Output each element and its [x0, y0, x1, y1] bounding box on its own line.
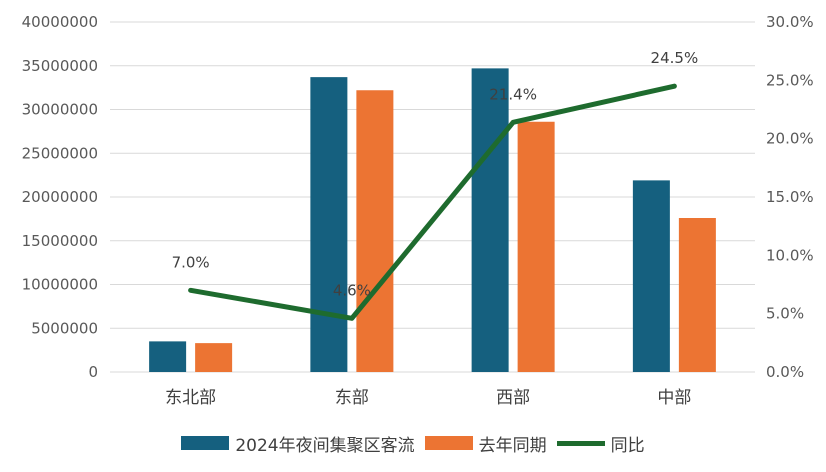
- legend-label-series2: 去年同期: [478, 435, 547, 456]
- bar-series1: [310, 77, 348, 372]
- combo-chart: 0 5000000 10000000 15000000 20000000 25000000…: [22, 13, 814, 408]
- bar-series1: [471, 68, 509, 372]
- left-tick-label: 20000000: [22, 188, 98, 206]
- yoy-data-label: 4.6%: [333, 281, 371, 299]
- category-label: 西部: [496, 388, 530, 408]
- right-tick-label: 30.0%: [766, 13, 814, 31]
- yoy-line: [188, 83, 677, 321]
- legend-swatch-series1: [181, 436, 230, 450]
- left-tick-label: 35000000: [22, 57, 98, 75]
- yoy-series-line: [188, 83, 677, 321]
- right-tick-label: 25.0%: [766, 71, 814, 89]
- yoy-data-label: 7.0%: [172, 253, 210, 271]
- bars: [149, 68, 716, 372]
- legend: 2024年夜间集聚区客流 去年同期 同比: [0, 428, 826, 458]
- category-label: 中部: [657, 388, 691, 408]
- legend-label-line: 同比: [610, 435, 645, 456]
- left-tick-label: 40000000: [22, 13, 98, 31]
- legend-label-series1: 2024年夜间集聚区客流: [235, 435, 415, 456]
- category-label: 东北部: [165, 388, 216, 408]
- left-tick-label: 15000000: [22, 232, 98, 250]
- right-tick-label: 15.0%: [766, 188, 814, 206]
- left-tick-label: 25000000: [22, 144, 98, 162]
- left-tick-label: 5000000: [31, 319, 98, 337]
- category-labels: 东北部 东部 西部 中部: [165, 388, 691, 408]
- bar-series1: [149, 341, 187, 372]
- bar-series2: [678, 218, 716, 372]
- bar-series1: [632, 180, 670, 372]
- left-axis-ticks: 0 5000000 10000000 15000000 20000000 25000000…: [22, 13, 98, 381]
- right-tick-label: 5.0%: [766, 305, 804, 323]
- right-axis-ticks: 0.0% 5.0% 10.0% 15.0% 20.0% 25.0% 30.0%: [766, 13, 814, 381]
- left-tick-label: 10000000: [22, 276, 98, 294]
- left-tick-label: 0: [88, 363, 98, 381]
- bar-series2: [195, 343, 233, 372]
- data-labels: 7.0% 4.6% 21.4% 24.5%: [172, 49, 699, 299]
- category-label: 东部: [335, 388, 369, 408]
- right-tick-label: 0.0%: [766, 363, 804, 381]
- legend-swatch-line: [556, 440, 605, 446]
- legend-swatch-series2: [424, 436, 473, 450]
- yoy-data-label: 24.5%: [651, 49, 699, 67]
- left-tick-label: 30000000: [22, 101, 98, 119]
- right-tick-label: 10.0%: [766, 246, 814, 264]
- legend-item-line: 同比: [556, 431, 645, 456]
- legend-item-series1: 2024年夜间集聚区客流: [181, 431, 415, 456]
- bar-series2: [517, 121, 555, 372]
- yoy-data-label: 21.4%: [489, 85, 537, 103]
- right-tick-label: 20.0%: [766, 130, 814, 148]
- bar-series2: [356, 90, 394, 372]
- gridlines: [110, 21, 755, 373]
- legend-item-series2: 去年同期: [424, 431, 547, 456]
